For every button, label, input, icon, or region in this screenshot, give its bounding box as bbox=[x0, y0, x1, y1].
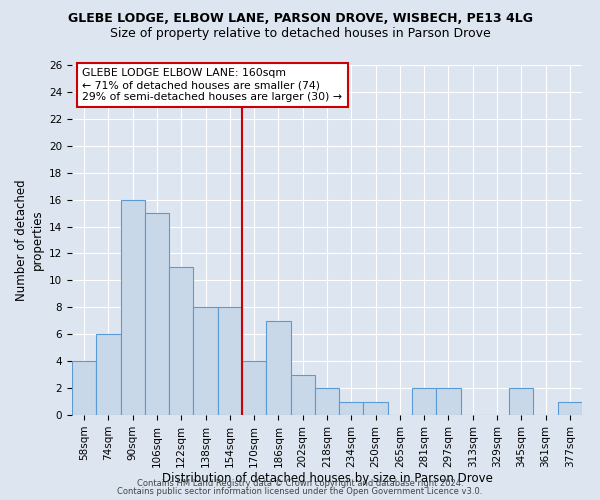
Bar bbox=[218, 308, 242, 415]
Text: GLEBE LODGE ELBOW LANE: 160sqm
← 71% of detached houses are smaller (74)
29% of : GLEBE LODGE ELBOW LANE: 160sqm ← 71% of … bbox=[82, 68, 342, 102]
Bar bbox=[96, 334, 121, 415]
Bar bbox=[558, 402, 582, 415]
X-axis label: Distribution of detached houses by size in Parson Drove: Distribution of detached houses by size … bbox=[161, 472, 493, 486]
Text: Contains public sector information licensed under the Open Government Licence v3: Contains public sector information licen… bbox=[118, 487, 482, 496]
Bar bbox=[509, 388, 533, 415]
Bar bbox=[121, 200, 145, 415]
Text: Contains HM Land Registry data © Crown copyright and database right 2024.: Contains HM Land Registry data © Crown c… bbox=[137, 478, 463, 488]
Bar bbox=[436, 388, 461, 415]
Bar bbox=[412, 388, 436, 415]
Bar bbox=[72, 361, 96, 415]
Bar bbox=[242, 361, 266, 415]
Bar bbox=[193, 308, 218, 415]
Bar bbox=[315, 388, 339, 415]
Bar bbox=[169, 267, 193, 415]
Bar bbox=[266, 321, 290, 415]
Text: GLEBE LODGE, ELBOW LANE, PARSON DROVE, WISBECH, PE13 4LG: GLEBE LODGE, ELBOW LANE, PARSON DROVE, W… bbox=[67, 12, 533, 26]
Bar bbox=[339, 402, 364, 415]
Bar bbox=[364, 402, 388, 415]
Text: Size of property relative to detached houses in Parson Drove: Size of property relative to detached ho… bbox=[110, 28, 490, 40]
Bar bbox=[145, 213, 169, 415]
Y-axis label: Number of detached
properties: Number of detached properties bbox=[16, 179, 43, 301]
Bar bbox=[290, 374, 315, 415]
